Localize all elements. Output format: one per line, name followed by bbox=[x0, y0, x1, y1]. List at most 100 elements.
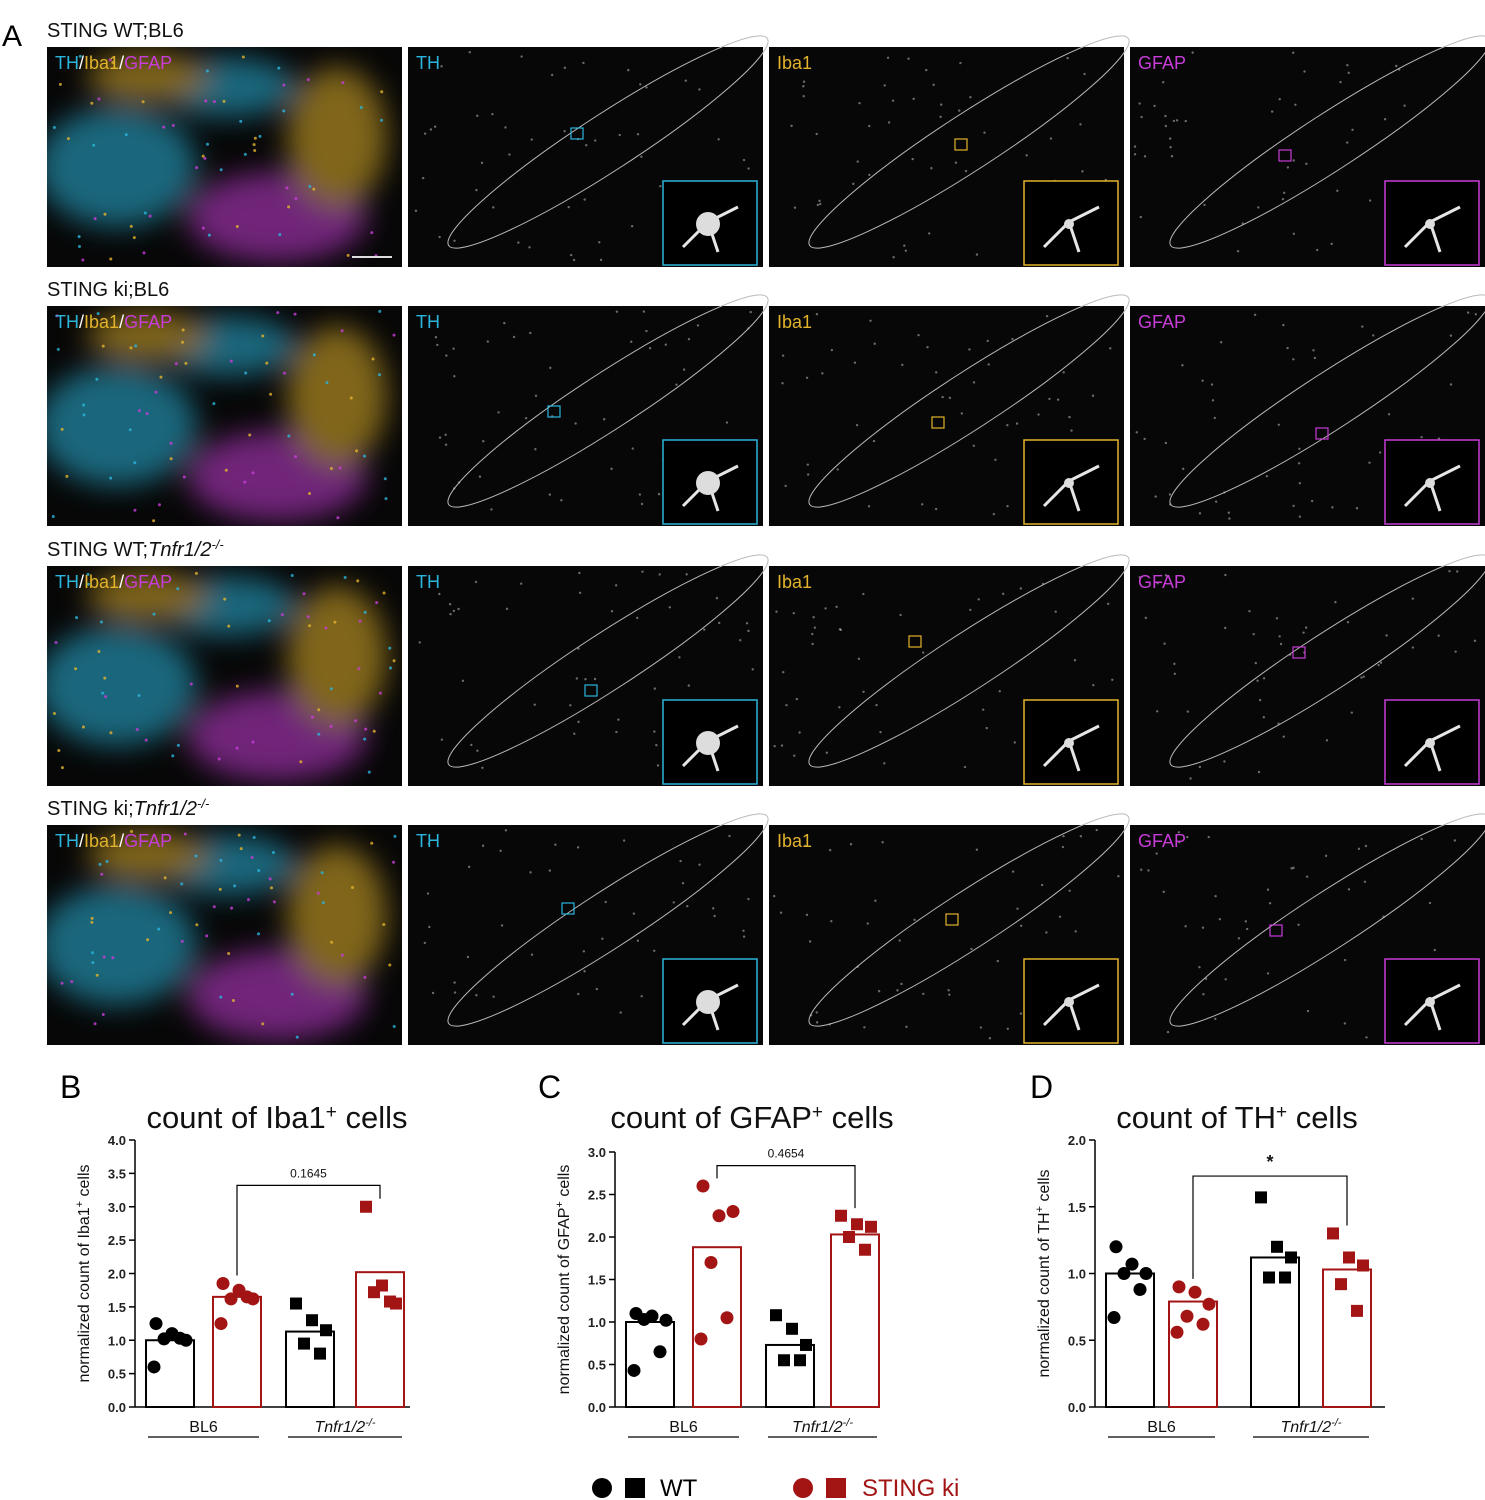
stain-speck bbox=[182, 475, 186, 479]
stain-speck bbox=[382, 922, 386, 926]
stain-speck bbox=[563, 66, 567, 70]
stain-speck bbox=[1292, 358, 1295, 361]
stain-speck bbox=[130, 830, 134, 834]
stain-speck bbox=[958, 109, 961, 112]
y-tick-label: 1.0 bbox=[108, 1333, 126, 1348]
stain-speck bbox=[636, 939, 640, 942]
stain-speck bbox=[1254, 661, 1257, 665]
stain-blobs bbox=[47, 571, 387, 781]
stain-speck bbox=[1155, 852, 1158, 855]
stain-speck bbox=[372, 729, 376, 733]
stain-speck bbox=[205, 934, 209, 938]
stain-speck bbox=[747, 629, 750, 633]
stain-speck bbox=[1292, 232, 1296, 235]
channel-name: GFAP bbox=[124, 831, 172, 851]
channel-label: TH/Iba1/GFAP bbox=[55, 572, 172, 592]
stain-speck bbox=[578, 571, 581, 575]
stain-speck bbox=[294, 455, 298, 459]
stain-speck bbox=[421, 176, 425, 180]
stain-speck bbox=[482, 440, 485, 443]
stain-speck bbox=[1056, 398, 1060, 401]
stain-speck bbox=[849, 843, 853, 846]
zoom-region bbox=[1292, 646, 1306, 659]
legend-symbol bbox=[592, 1478, 612, 1498]
stain-speck bbox=[500, 924, 504, 927]
stain-speck bbox=[1223, 760, 1226, 763]
y-tick-label: 1.5 bbox=[108, 1300, 126, 1315]
stain-speck bbox=[1040, 883, 1044, 887]
stain-speck bbox=[378, 309, 382, 313]
stain-speck bbox=[133, 461, 137, 465]
stain-speck bbox=[610, 467, 613, 471]
stain-speck bbox=[1236, 250, 1240, 253]
channel-name: Iba1 bbox=[84, 831, 119, 851]
stain-speck bbox=[248, 433, 252, 437]
data-point bbox=[224, 1292, 238, 1306]
stain-speck bbox=[1169, 146, 1172, 149]
channel-separator: / bbox=[119, 831, 124, 851]
stain-speck bbox=[1178, 841, 1181, 844]
stain-speck bbox=[836, 468, 839, 471]
stain-speck bbox=[1292, 504, 1295, 508]
stain-speck bbox=[1237, 937, 1241, 940]
stain-speck bbox=[436, 343, 439, 347]
stain-speck bbox=[679, 859, 682, 863]
stain-speck bbox=[251, 471, 255, 475]
stain-speck bbox=[1166, 1030, 1170, 1034]
significance-label: * bbox=[1266, 1152, 1273, 1172]
stain-speck bbox=[492, 995, 495, 998]
stain-speck bbox=[103, 212, 107, 216]
stain-speck bbox=[1079, 123, 1082, 126]
group-label-sup: -/- bbox=[843, 1417, 854, 1429]
inset-soma bbox=[1425, 219, 1435, 229]
stain-speck bbox=[1433, 948, 1436, 952]
channel-label: Iba1 bbox=[777, 53, 812, 73]
stain-speck bbox=[1198, 512, 1202, 515]
stain-speck bbox=[656, 764, 660, 767]
data-point bbox=[865, 1220, 877, 1233]
stain-speck bbox=[377, 373, 381, 377]
stain-speck bbox=[574, 422, 577, 425]
stain-speck bbox=[963, 765, 967, 769]
stain-speck bbox=[246, 898, 250, 902]
stain-speck bbox=[1092, 683, 1095, 687]
stain-speck bbox=[781, 354, 785, 357]
stain-speck bbox=[111, 61, 115, 65]
channel-label: GFAP bbox=[1138, 572, 1186, 592]
stain-speck bbox=[294, 197, 298, 201]
stain-speck bbox=[1411, 597, 1415, 600]
stain-speck bbox=[972, 444, 975, 447]
stain-speck bbox=[428, 925, 431, 929]
stain-speck bbox=[1365, 1036, 1368, 1039]
stain-speck bbox=[970, 947, 973, 951]
stain-speck bbox=[781, 382, 784, 385]
stain-speck bbox=[180, 939, 184, 943]
stain-speck bbox=[448, 602, 452, 606]
micrograph: TH bbox=[408, 35, 769, 267]
stain-speck bbox=[86, 572, 90, 576]
stain-speck bbox=[653, 730, 656, 733]
stain-speck bbox=[1138, 576, 1142, 579]
stain-speck bbox=[1203, 203, 1206, 207]
y-axis-label-sup: + bbox=[74, 1201, 86, 1207]
stain-speck bbox=[312, 353, 316, 357]
stain-speck bbox=[1079, 835, 1083, 838]
stain-speck bbox=[749, 310, 752, 314]
stain-speck bbox=[977, 598, 980, 601]
stain-speck bbox=[325, 381, 329, 385]
stain-speck bbox=[1395, 64, 1398, 68]
stain-speck bbox=[341, 81, 345, 85]
stain-speck bbox=[82, 413, 86, 417]
y-axis-label-text: normalized count of Iba1 bbox=[76, 1207, 93, 1382]
stain-speck bbox=[271, 851, 275, 855]
data-point bbox=[1188, 1285, 1202, 1299]
stain-speck bbox=[203, 156, 207, 160]
roi-outline bbox=[1169, 813, 1485, 1027]
roi-outline bbox=[808, 813, 1130, 1027]
stain-speck bbox=[1224, 573, 1227, 577]
stain-speck bbox=[668, 606, 671, 609]
stain-speck bbox=[802, 80, 806, 83]
channel-label: GFAP bbox=[1138, 312, 1186, 332]
